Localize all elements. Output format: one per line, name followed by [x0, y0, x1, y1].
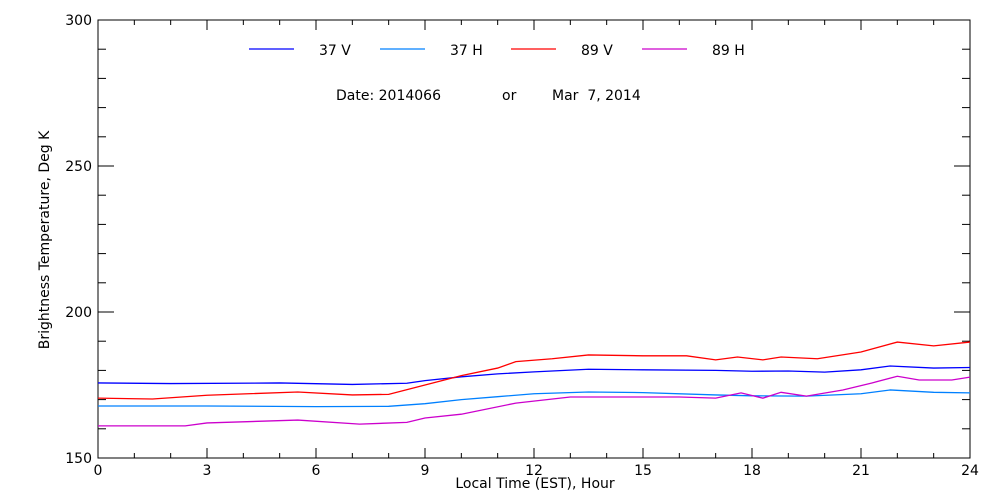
x-tick-label: 12: [525, 463, 543, 479]
x-axis-label: Local Time (EST), Hour: [455, 476, 615, 492]
x-tick-label: 9: [421, 463, 430, 479]
calendar-date-label: Mar 7, 2014: [552, 88, 641, 104]
y-tick-label: 300: [65, 13, 92, 29]
x-tick-label: 21: [852, 463, 870, 479]
y-tick-label: 250: [65, 159, 92, 175]
x-tick-label: 18: [743, 463, 761, 479]
series-line-37-h: [98, 389, 971, 408]
series-line-89-h: [98, 375, 971, 427]
legend-label: 89 V: [581, 43, 613, 59]
x-tick-label: 24: [961, 463, 979, 479]
date-label: Date: 2014066: [336, 88, 441, 104]
series-line-89-v: [97, 341, 971, 400]
x-tick-label: 6: [312, 463, 321, 479]
y-axis-label: Brightness Temperature, Deg K: [37, 130, 53, 349]
legend-label: 89 H: [712, 43, 745, 59]
y-tick-label: 200: [65, 305, 92, 321]
x-tick-label: 3: [203, 463, 212, 479]
or-label: or: [502, 88, 517, 104]
legend-label: 37 H: [450, 43, 483, 59]
y-tick-label: 150: [65, 451, 92, 467]
legend-label: 37 V: [319, 43, 351, 59]
plot-frame: [97, 19, 971, 459]
x-tick-label: 15: [634, 463, 652, 479]
series-line-37-v: [97, 365, 971, 386]
x-tick-label: 0: [94, 463, 103, 479]
